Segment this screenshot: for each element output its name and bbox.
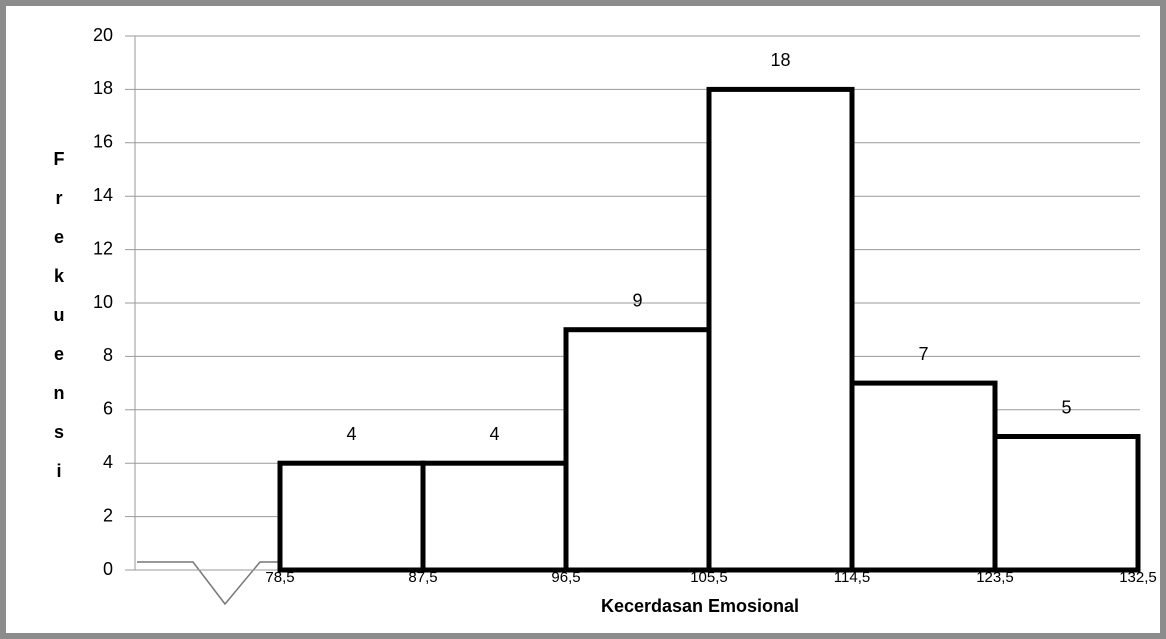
x-tick-label: 105,5 — [690, 569, 728, 586]
y-tick-label: 10 — [93, 292, 113, 312]
x-tick-label: 96,5 — [551, 569, 580, 586]
y-tick-label: 2 — [103, 505, 113, 525]
bar — [563, 327, 712, 573]
x-tick-label: 78,5 — [265, 569, 294, 586]
y-tick-label: 12 — [93, 238, 113, 258]
y-tick-label: 20 — [93, 25, 113, 45]
data-label: 4 — [346, 424, 356, 444]
data-label: 4 — [489, 424, 499, 444]
data-label: 5 — [1061, 397, 1071, 417]
data-label: 18 — [770, 50, 790, 70]
x-tick-label: 114,5 — [834, 569, 870, 586]
data-label: 7 — [918, 344, 928, 364]
axis-break — [137, 561, 312, 606]
bar — [420, 460, 569, 573]
x-axis-label: Kecerdasan Emosional — [601, 596, 799, 616]
y-tick-label: 8 — [103, 345, 113, 365]
bar — [277, 460, 426, 573]
y-tick-label: 4 — [103, 452, 113, 472]
y-axis-label: Frekuensi — [53, 149, 65, 481]
x-tick-label: 132,5 — [1119, 569, 1157, 586]
x-tick-label: 87,5 — [408, 569, 437, 586]
y-tick-label: 16 — [93, 132, 113, 152]
bar — [706, 86, 855, 573]
x-tick-label: 123,5 — [976, 569, 1014, 586]
data-label: 9 — [632, 290, 642, 310]
bar — [849, 380, 998, 573]
y-tick-label: 18 — [93, 78, 113, 98]
bar — [992, 434, 1141, 573]
y-tick-label: 14 — [93, 185, 113, 205]
y-tick-label: 0 — [103, 559, 113, 579]
y-tick-label: 6 — [103, 399, 113, 419]
